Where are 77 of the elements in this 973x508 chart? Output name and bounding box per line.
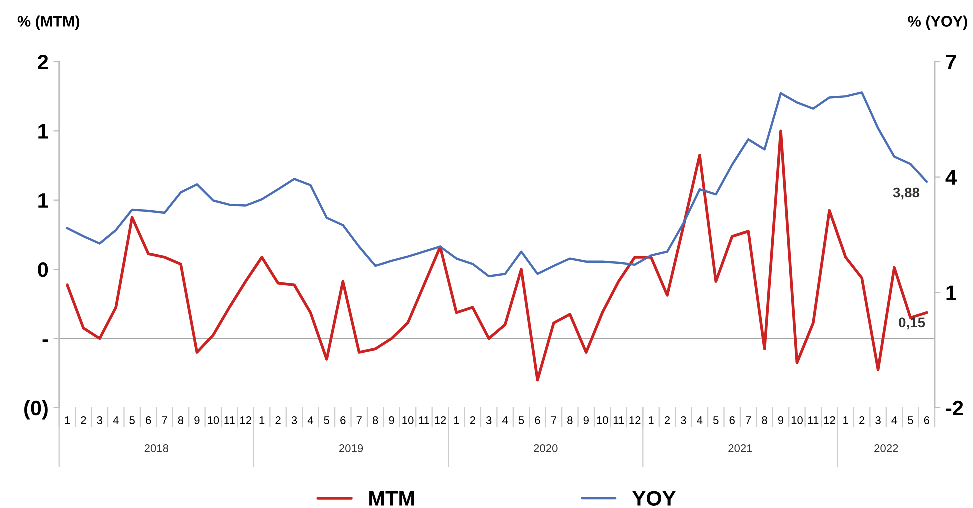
x-tick-label: 4 — [308, 416, 314, 424]
y2-tick-label: 4 — [946, 170, 957, 185]
x-tick-label: 10 — [792, 416, 803, 424]
x-tick-label: 9 — [584, 416, 589, 424]
x-tick-label: 11 — [614, 416, 624, 424]
x-tick-label: 2 — [470, 416, 476, 424]
x-tick-label: 2 — [81, 416, 86, 424]
x-tick-label: 7 — [746, 416, 752, 424]
text: 2020 — [534, 444, 558, 452]
x-tick-label: 10 — [402, 416, 414, 424]
x-tick-label: 4 — [502, 416, 508, 424]
x-tick-label: 1 — [649, 416, 654, 424]
x-tick-label: 2 — [860, 416, 865, 424]
x-tick-label: 4 — [892, 416, 898, 424]
x-tick-label: 7 — [551, 416, 556, 424]
x-tick-label: 1 — [260, 416, 265, 424]
x-tick-label: 9 — [389, 416, 394, 424]
x-tick-label: 2 — [276, 416, 281, 424]
x-tick-label: 8 — [178, 416, 184, 424]
x-tick-label: 10 — [597, 416, 608, 424]
x-tick-label: 7 — [356, 416, 362, 424]
x-tick-label: 12 — [824, 416, 836, 424]
x-tick-label: 2 — [664, 416, 670, 424]
x-tick-label: 4 — [697, 416, 703, 424]
x-tick-label: 8 — [372, 416, 378, 424]
x-tick-label: 6 — [730, 416, 735, 424]
x-tick-label: 9 — [194, 416, 200, 424]
x-tick-label: 3 — [97, 416, 102, 424]
legend-label: MTM — [370, 491, 414, 506]
x-tick-label: 12 — [240, 416, 252, 424]
y-tick-label: 0 — [38, 262, 48, 278]
text: 2018 — [144, 444, 169, 452]
x-tick-label: 10 — [208, 416, 220, 424]
y-axis-title: % (MTM) — [18, 16, 80, 30]
x-tick-label: 5 — [130, 416, 135, 424]
y-tick-label: 1 — [38, 124, 48, 139]
x-tick-label: 6 — [340, 416, 346, 424]
x-tick-label: 5 — [908, 416, 914, 424]
y2-axis-title: % (YOY) — [908, 16, 968, 30]
x-tick-label: 5 — [713, 416, 719, 424]
x-tick-label: 1 — [454, 416, 460, 424]
x-tick-label: 12 — [435, 416, 446, 424]
x-tick-label: 3 — [292, 416, 298, 424]
y-tick-label: 1 — [38, 194, 48, 208]
y2-tick-label: 7 — [946, 55, 956, 70]
x-tick-label: 9 — [778, 416, 784, 424]
x-tick-label: 6 — [535, 416, 540, 424]
x-tick-label: 3 — [681, 416, 686, 424]
x-tick-label: 11 — [808, 416, 819, 424]
y2-tick-label: -2 — [946, 400, 964, 416]
x-tick-label: 7 — [162, 416, 168, 424]
y-tick-label: 2 — [38, 54, 48, 70]
x-tick-label: 3 — [486, 416, 492, 424]
line-series — [66, 130, 928, 382]
text: 2022 — [874, 444, 898, 452]
text: 2019 — [339, 444, 364, 452]
y2-tick-label: 1 — [946, 286, 956, 300]
y-tick-label: - — [42, 340, 48, 342]
x-tick-label: 5 — [324, 416, 330, 424]
x-tick-label: 12 — [630, 416, 641, 424]
x-tick-label: 1 — [65, 416, 70, 424]
x-tick-label: 6 — [924, 416, 930, 424]
legend-label: YOY — [632, 491, 676, 506]
x-tick-label: 11 — [419, 416, 430, 424]
y-tick-label: (0) — [24, 400, 48, 420]
x-tick-label: 11 — [224, 416, 235, 424]
line-series — [66, 92, 928, 278]
x-tick-label: 6 — [146, 416, 152, 424]
text: 2021 — [728, 444, 752, 452]
x-tick-label: 1 — [844, 416, 848, 424]
x-tick-label: 4 — [113, 416, 119, 424]
data-label: 0,15 — [899, 318, 926, 330]
x-tick-label: 5 — [518, 416, 524, 424]
data-label: 3,88 — [893, 188, 920, 200]
x-tick-label: 8 — [762, 416, 768, 424]
x-tick-label: 8 — [568, 416, 573, 424]
x-tick-label: 3 — [876, 416, 881, 424]
